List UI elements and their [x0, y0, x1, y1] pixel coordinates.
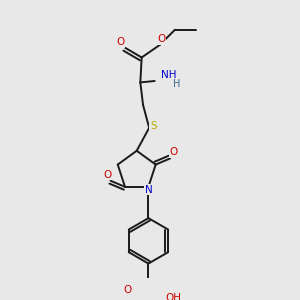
Text: H: H	[172, 79, 180, 89]
Text: O: O	[169, 147, 178, 158]
Text: O: O	[103, 170, 111, 180]
Text: O: O	[116, 37, 124, 47]
Text: O: O	[124, 285, 132, 295]
Text: N: N	[145, 184, 152, 195]
Text: OH: OH	[165, 292, 181, 300]
Text: NH: NH	[161, 70, 176, 80]
Text: S: S	[150, 122, 157, 131]
Text: O: O	[157, 34, 165, 44]
